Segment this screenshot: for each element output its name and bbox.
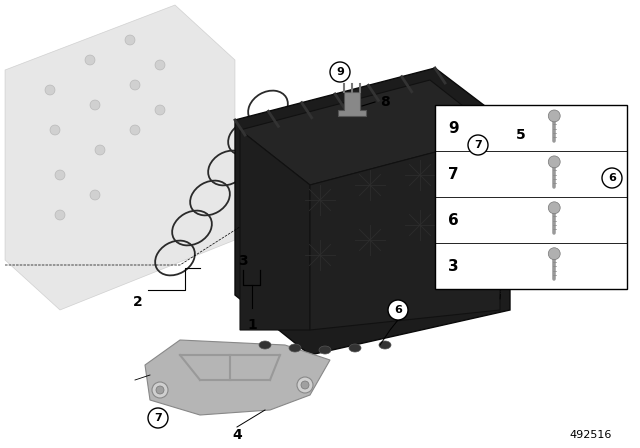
Text: 9: 9 <box>448 121 458 136</box>
Polygon shape <box>338 92 366 116</box>
Circle shape <box>468 135 488 155</box>
Polygon shape <box>240 130 310 330</box>
Circle shape <box>130 125 140 135</box>
Circle shape <box>487 192 497 202</box>
Text: 7: 7 <box>448 167 458 181</box>
Circle shape <box>85 55 95 65</box>
Text: 2: 2 <box>133 295 143 309</box>
Text: 9: 9 <box>336 67 344 77</box>
Circle shape <box>602 168 622 188</box>
Circle shape <box>548 156 560 168</box>
Circle shape <box>573 187 583 197</box>
Text: 6: 6 <box>394 305 402 315</box>
Text: 1: 1 <box>247 318 257 332</box>
Circle shape <box>90 190 100 200</box>
Polygon shape <box>240 80 500 185</box>
Bar <box>435 105 627 289</box>
Circle shape <box>90 100 100 110</box>
Text: 492516: 492516 <box>570 430 612 440</box>
Polygon shape <box>310 135 500 330</box>
Circle shape <box>125 35 135 45</box>
Polygon shape <box>500 158 560 195</box>
Text: 6: 6 <box>608 173 616 183</box>
Circle shape <box>148 408 168 428</box>
Text: 5: 5 <box>516 128 525 142</box>
Ellipse shape <box>550 206 559 210</box>
Polygon shape <box>145 340 330 415</box>
Circle shape <box>156 386 164 394</box>
Polygon shape <box>235 68 510 355</box>
Circle shape <box>45 85 55 95</box>
Circle shape <box>55 170 65 180</box>
Text: 7: 7 <box>474 140 482 150</box>
Circle shape <box>130 80 140 90</box>
Circle shape <box>50 125 60 135</box>
Text: 7: 7 <box>154 413 162 423</box>
Circle shape <box>297 377 313 393</box>
Text: 4: 4 <box>232 428 242 442</box>
Text: 3: 3 <box>238 254 248 268</box>
Text: 3: 3 <box>448 258 458 273</box>
Polygon shape <box>490 148 585 205</box>
Circle shape <box>155 105 165 115</box>
Circle shape <box>152 382 168 398</box>
Circle shape <box>155 60 165 70</box>
Text: 6: 6 <box>448 213 459 228</box>
Polygon shape <box>5 5 235 310</box>
Ellipse shape <box>319 346 331 354</box>
Circle shape <box>330 62 350 82</box>
Circle shape <box>301 381 309 389</box>
Ellipse shape <box>259 341 271 349</box>
Circle shape <box>388 300 408 320</box>
Circle shape <box>95 145 105 155</box>
Ellipse shape <box>550 252 559 256</box>
Ellipse shape <box>550 160 559 164</box>
Circle shape <box>548 248 560 260</box>
Circle shape <box>548 110 560 122</box>
Text: 8: 8 <box>380 95 390 109</box>
Ellipse shape <box>550 114 559 118</box>
Circle shape <box>55 210 65 220</box>
Circle shape <box>548 202 560 214</box>
Ellipse shape <box>289 344 301 352</box>
Circle shape <box>488 160 498 170</box>
Ellipse shape <box>379 341 391 349</box>
Ellipse shape <box>349 344 361 352</box>
